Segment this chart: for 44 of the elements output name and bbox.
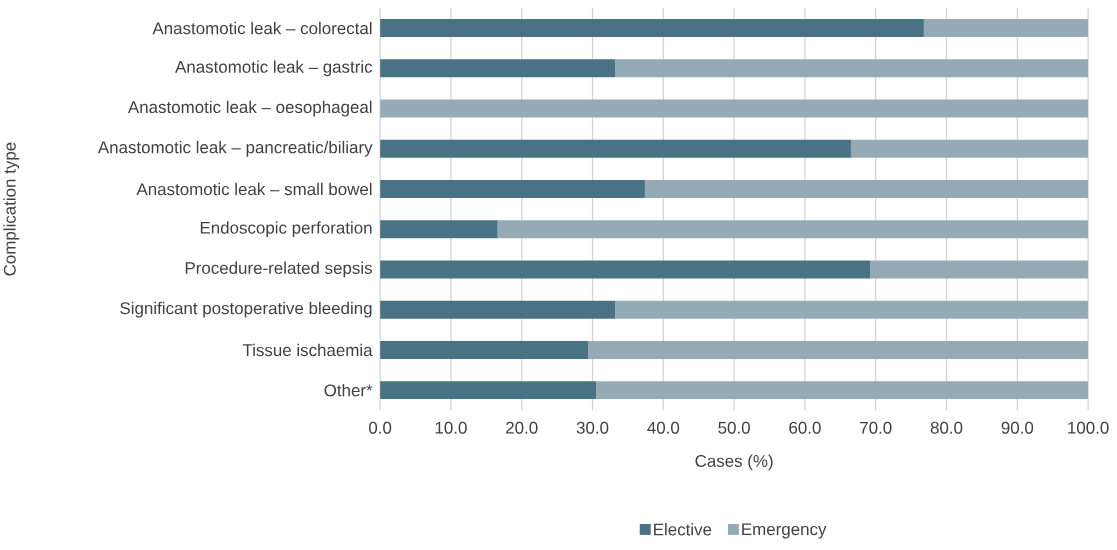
bar [380,59,616,78]
bar [850,139,1089,158]
bar [380,139,851,158]
legend-label: Elective [654,523,712,536]
y-tick-label: Procedure-related sepsis [185,261,372,278]
bar [923,19,1089,38]
bar [870,260,1089,279]
x-tick-label: 20.0 [506,421,538,434]
x-tick-label: 90.0 [1001,421,1034,434]
bar [588,341,1089,360]
x-tick-label: 30.0 [576,421,609,434]
x-tick-label: 60.0 [789,421,821,434]
bar [380,300,616,319]
x-tick-label: 70.0 [860,421,892,434]
y-tick-label: Other* [324,384,373,397]
y-tick-label: Anastomotic leak – oesophageal [127,100,372,117]
bar [380,99,1089,118]
legend-label: Emergency [742,523,827,539]
bar [380,220,498,239]
x-axis-title: Cases (%) [695,454,773,471]
x-tick-label: 80.0 [930,421,963,434]
bar [615,300,1089,319]
bar [497,220,1089,239]
bar [615,59,1089,78]
y-tick-label: Tissue ischaemia [242,343,373,357]
y-tick-label: Anastomotic leak – pancreatic/biliary [97,141,373,157]
x-tick-label: 0.0 [369,421,392,434]
y-tick-label: Anastomotic leak – gastric [175,60,373,77]
bar [380,19,924,38]
y-tick-label: Anastomotic leak – small bowel [136,182,372,196]
y-axis-title: Complication type [3,142,20,276]
x-tick-label: 100.0 [1068,421,1109,434]
bar [596,381,1089,400]
bar [380,381,597,400]
bar [380,341,589,360]
y-tick-label: Significant postoperative bleeding [120,301,372,318]
bar [380,180,645,199]
y-tick-label: Anastomotic leak – colorectal [152,22,372,35]
x-tick-label: 50.0 [718,421,750,434]
x-tick-label: 40.0 [647,421,680,434]
x-tick-label: 10.0 [435,421,467,434]
y-tick-label: Endoscopic perforation [200,221,372,238]
bar [644,180,1089,199]
bar [380,260,871,279]
